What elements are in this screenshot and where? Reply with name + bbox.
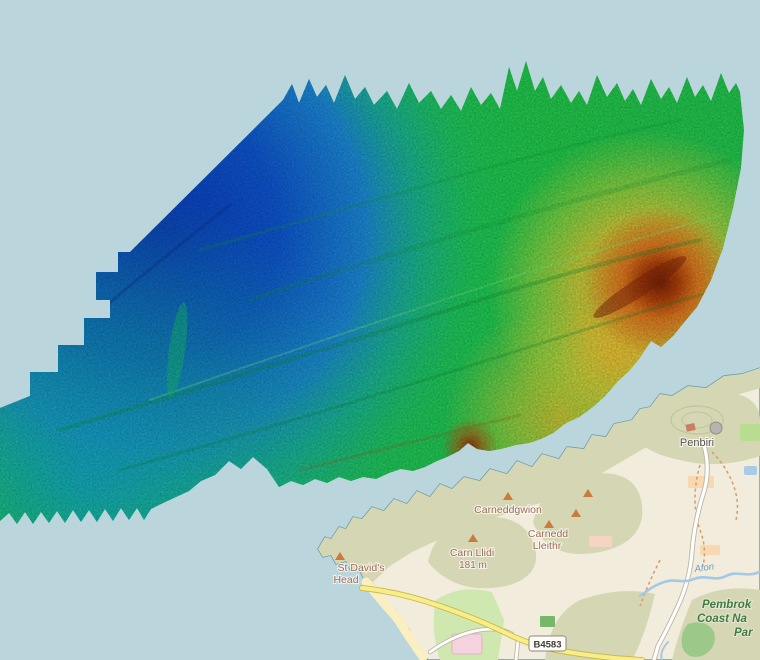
heath-carnedd (533, 473, 643, 554)
peak-label-st-davids: St David's (338, 562, 385, 574)
farmland-patch-1 (688, 476, 714, 488)
land-layer (317, 367, 760, 660)
roads-layer (359, 439, 710, 660)
river-afon (638, 570, 760, 598)
pond (744, 466, 757, 475)
peak-icon-carneddgwion (503, 492, 513, 500)
farmland-patch-3 (700, 545, 720, 555)
field-right-edge (740, 424, 760, 441)
road-ref-badge-text: B4583 (534, 640, 562, 651)
peak-label-carneddgwion: Carneddgwion (474, 504, 542, 516)
peak-label-head: Head (333, 574, 358, 586)
labels-layer: Penbiri Carneddgwion Carnedd Lleithr Car… (332, 436, 754, 652)
peak-icon-2 (571, 509, 581, 517)
place-label-penbiri: Penbiri (680, 437, 714, 449)
peak-label-carn-llidi: Carn Llidi (450, 547, 494, 559)
peak-label-lleithr: Lleithr (533, 540, 562, 552)
wood-bottom (681, 622, 715, 657)
heath-bottom-left (545, 591, 655, 660)
river-label-afon: Afon (693, 561, 715, 575)
peak-icon-3 (544, 520, 554, 528)
peak-label-carnedd: Carnedd (528, 528, 568, 540)
heath-penbiri (640, 393, 760, 465)
b4583-road (359, 585, 645, 660)
road-ref-badge: B4583 (528, 635, 567, 652)
penbiri-hill-detail (670, 405, 724, 435)
beach-strip (361, 577, 428, 660)
peak-icon-carn-llidi (468, 534, 478, 542)
peak-markers (335, 489, 593, 560)
minor-road (652, 440, 709, 660)
river-layer (638, 570, 760, 660)
heath-carn-llidi (428, 517, 537, 589)
heath-coastal-strip (318, 368, 760, 582)
park-label-line3: Par (734, 627, 753, 639)
peak-icon-st-davids (335, 552, 345, 560)
peak-icon-1 (583, 489, 593, 497)
farmland-patch-2 (589, 536, 612, 547)
footpaths (639, 451, 739, 607)
park-label-line2: Coast Na (697, 613, 747, 625)
elevation-label-carn-llidi: 181 m (459, 560, 487, 571)
stream (660, 641, 669, 660)
building-icon (685, 423, 696, 432)
scree-circle-icon (709, 421, 723, 435)
wood-patch (540, 616, 555, 627)
park-label-line1: Pembrok (702, 599, 752, 611)
